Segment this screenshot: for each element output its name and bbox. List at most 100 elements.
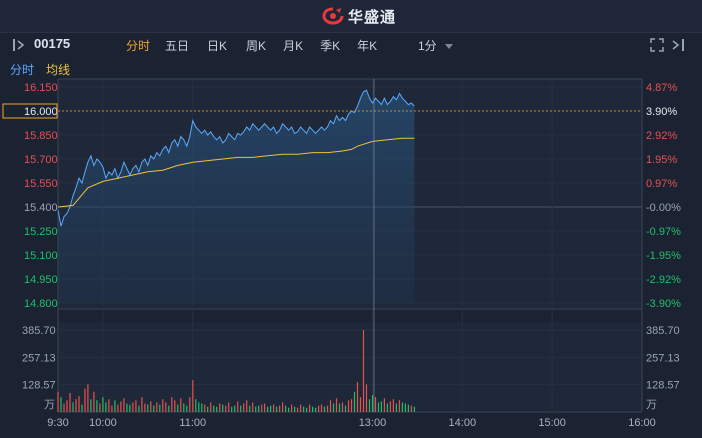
- volume-bar: [135, 400, 137, 412]
- volume-tick-label-right: 257.13: [646, 352, 680, 364]
- volume-bar: [189, 397, 191, 412]
- volume-bar: [153, 405, 155, 412]
- pct-tick-label: -1.95%: [646, 250, 681, 262]
- volume-bar: [359, 397, 362, 412]
- volume-bar: [407, 404, 409, 412]
- brand-logo-icon: [322, 7, 344, 25]
- price-tick-label: 14.950: [24, 274, 58, 286]
- chart-legend: 分时 均线: [10, 61, 70, 78]
- volume-bar: [362, 330, 365, 412]
- volume-bar: [386, 403, 388, 412]
- volume-bar: [347, 400, 350, 412]
- volume-bar: [150, 401, 152, 412]
- volume-bar: [237, 401, 239, 412]
- brand-name: 华盛通: [348, 7, 397, 26]
- volume-bar: [228, 402, 230, 412]
- period-tabs: 分时 五日 日K 周K 月K 季K 年K: [126, 37, 377, 54]
- volume-bar: [120, 401, 122, 412]
- tab-quarterly-k[interactable]: 季K: [320, 39, 341, 53]
- pct-tick-label: 3.90%: [646, 106, 677, 118]
- volume-bar: [159, 404, 161, 412]
- volume-bar: [57, 391, 59, 412]
- volume-bar: [147, 404, 149, 412]
- sidebar-toggle-icon[interactable]: [12, 38, 26, 52]
- tab-weekly-k[interactable]: 周K: [246, 39, 267, 53]
- volume-tick-label: 128.57: [22, 380, 56, 392]
- volume-bar: [240, 405, 242, 412]
- volume-bar: [102, 397, 104, 412]
- price-tick-label: 15.100: [24, 250, 58, 262]
- volume-bar: [285, 405, 287, 412]
- volume-bar: [261, 404, 263, 412]
- legend-time-share: 分时: [10, 63, 35, 77]
- volume-bar: [377, 402, 380, 412]
- volume-tick-label-right: 128.57: [646, 380, 680, 392]
- volume-bar: [144, 403, 146, 412]
- volume-bar: [374, 397, 377, 412]
- volume-bar: [78, 396, 80, 412]
- volume-bar: [222, 404, 224, 412]
- volume-bar: [207, 406, 209, 412]
- volume-bar: [341, 402, 344, 412]
- volume-bar: [171, 397, 173, 412]
- volume-bar: [413, 406, 415, 412]
- volume-bar: [267, 406, 269, 412]
- volume-bar: [84, 388, 86, 412]
- top-bar: 华盛通: [0, 0, 702, 33]
- volume-bar: [383, 398, 385, 412]
- volume-bar: [249, 405, 251, 412]
- volume-bar: [141, 397, 143, 412]
- interval-select[interactable]: 1分: [418, 37, 453, 54]
- volume-bar: [216, 406, 218, 412]
- interval-value: 1分: [418, 39, 437, 53]
- volume-bar: [219, 403, 221, 412]
- time-tick-label: 15:00: [538, 417, 566, 429]
- volume-bar: [93, 391, 95, 412]
- volume-bar: [81, 404, 83, 412]
- price-tick-label: 15.400: [24, 202, 58, 214]
- collapse-panel-icon[interactable]: [671, 38, 687, 52]
- volume-bar: [276, 406, 278, 412]
- volume-bar: [335, 398, 338, 412]
- tab-yearly-k[interactable]: 年K: [357, 39, 378, 53]
- volume-bar: [123, 398, 125, 412]
- volume-bar: [303, 406, 305, 412]
- volume-bar: [350, 399, 353, 412]
- volume-bar: [410, 405, 412, 412]
- fullscreen-icon[interactable]: [650, 38, 664, 52]
- tab-five-day[interactable]: 五日: [165, 39, 190, 53]
- current-price-box: [2, 103, 58, 119]
- volume-bar: [72, 402, 74, 412]
- price-tick-label: 16.150: [24, 82, 58, 94]
- volume-bar: [162, 399, 164, 412]
- volume-bar: [356, 382, 359, 412]
- time-tick-label: 14:00: [449, 417, 477, 429]
- volume-bar: [99, 403, 101, 412]
- volume-bar: [63, 403, 65, 412]
- volume-bar: [252, 402, 254, 412]
- volume-bar: [294, 406, 296, 412]
- tab-monthly-k[interactable]: 月K: [283, 39, 304, 53]
- volume-bar: [380, 401, 382, 412]
- volume-bar: [87, 384, 89, 412]
- brand-logo: 华盛通: [322, 6, 396, 26]
- legend-avg-line: 均线: [46, 63, 71, 77]
- volume-bar: [371, 395, 374, 412]
- volume-bar: [60, 397, 62, 412]
- volume-bar: [126, 403, 128, 412]
- volume-bar: [198, 402, 200, 412]
- volume-bar: [318, 405, 320, 412]
- tab-time-share[interactable]: 分时: [126, 39, 151, 53]
- volume-bar: [177, 404, 179, 412]
- volume-bar: [234, 405, 236, 412]
- volume-unit-label: 万: [44, 398, 55, 411]
- volume-bar: [204, 404, 206, 412]
- price-tick-label: 15.550: [24, 178, 58, 190]
- price-tick-label: 15.250: [24, 226, 58, 238]
- tab-daily-k[interactable]: 日K: [207, 39, 228, 53]
- price-tick-label: 15.850: [24, 130, 58, 142]
- volume-bar: [398, 400, 400, 412]
- volume-bar: [392, 399, 394, 412]
- volume-bar: [108, 399, 110, 412]
